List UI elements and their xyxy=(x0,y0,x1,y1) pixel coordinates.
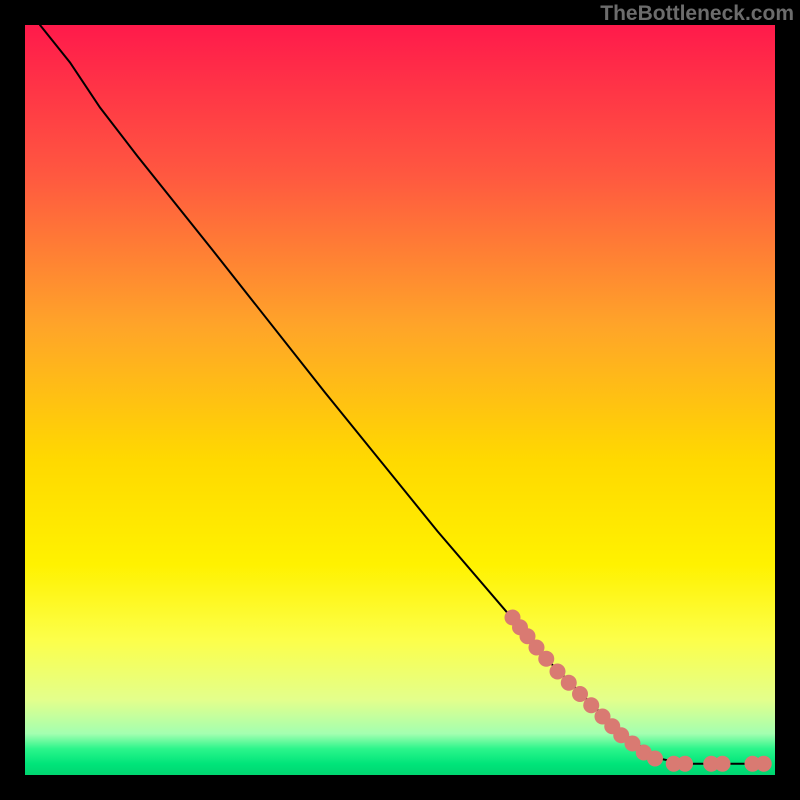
watermark-text: TheBottleneck.com xyxy=(600,2,794,26)
chart-svg xyxy=(25,25,775,775)
